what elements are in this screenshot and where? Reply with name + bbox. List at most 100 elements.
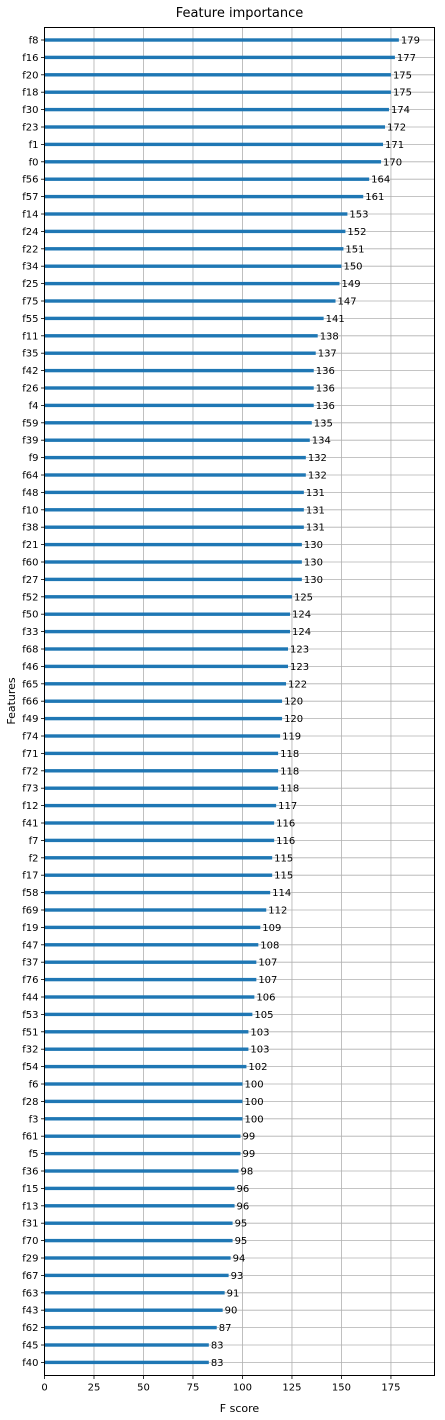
y-tick-label-f24: f24 <box>22 227 38 238</box>
data-label-f45: 83 <box>211 1341 224 1352</box>
bar-f2 <box>44 856 273 860</box>
bar-f60 <box>44 560 302 564</box>
data-label-f58: 114 <box>272 888 291 899</box>
data-label-f11: 138 <box>320 331 339 342</box>
bar-f67 <box>44 1273 229 1278</box>
data-label-f8: 179 <box>401 36 420 47</box>
data-label-f61: 99 <box>242 1132 255 1143</box>
data-label-f44: 106 <box>256 993 275 1004</box>
x-tick-label: 75 <box>187 1383 200 1394</box>
data-label-f68: 123 <box>290 645 309 656</box>
bar-f5 <box>44 1151 241 1156</box>
y-tick-label-f36: f36 <box>22 1167 38 1178</box>
data-label-f10: 131 <box>306 505 325 516</box>
bar-f38 <box>44 525 304 529</box>
bar-f35 <box>44 351 316 355</box>
bar-f50 <box>44 612 290 616</box>
x-axis-label: F score <box>220 1402 260 1415</box>
y-tick-label-f65: f65 <box>22 679 38 690</box>
data-label-f19: 109 <box>262 923 281 934</box>
data-label-f40: 83 <box>211 1358 224 1369</box>
bar-f25 <box>44 281 340 286</box>
x-tick-label: 150 <box>332 1383 351 1394</box>
bar-f45 <box>44 1343 209 1347</box>
data-label-f25: 149 <box>341 279 360 290</box>
bar-f46 <box>44 664 289 669</box>
bar-f23 <box>44 125 386 129</box>
bar-f42 <box>44 368 314 373</box>
bar-f20 <box>44 73 391 77</box>
data-label-f60: 130 <box>304 558 323 569</box>
data-label-f57: 161 <box>365 192 384 203</box>
bar-f24 <box>44 229 346 234</box>
data-label-f4: 136 <box>316 401 335 412</box>
data-label-f30: 174 <box>391 105 410 116</box>
data-label-f31: 95 <box>235 1219 248 1230</box>
y-tick-label-f41: f41 <box>22 819 38 830</box>
bar-f0 <box>44 160 382 164</box>
y-tick-label-f2: f2 <box>29 853 39 864</box>
y-tick-label-f71: f71 <box>22 749 38 760</box>
data-label-f72: 118 <box>280 766 299 777</box>
bar-f62 <box>44 1325 217 1330</box>
data-label-f42: 136 <box>316 366 335 377</box>
y-tick-label-f61: f61 <box>22 1132 38 1143</box>
data-label-f9: 132 <box>308 453 327 464</box>
y-tick-label-f13: f13 <box>22 1201 38 1212</box>
y-axis-label: Features <box>5 677 18 725</box>
bar-f56 <box>44 177 370 181</box>
data-label-f15: 96 <box>237 1184 250 1195</box>
data-label-f41: 116 <box>276 819 295 830</box>
y-tick-label-f35: f35 <box>22 349 38 360</box>
data-label-f36: 98 <box>241 1167 254 1178</box>
x-tick-label: 0 <box>41 1383 47 1394</box>
y-tick-label-f12: f12 <box>22 801 38 812</box>
bar-f44 <box>44 995 255 999</box>
bar-f43 <box>44 1308 223 1312</box>
y-tick-label-f45: f45 <box>22 1341 38 1352</box>
bar-f59 <box>44 421 312 425</box>
bar-f66 <box>44 699 283 703</box>
bar-f19 <box>44 925 261 930</box>
y-tick-label-f10: f10 <box>22 505 38 516</box>
y-tick-label-f3: f3 <box>29 1114 39 1125</box>
bar-f13 <box>44 1204 235 1208</box>
bar-f40 <box>44 1360 209 1365</box>
data-label-f56: 164 <box>371 175 390 186</box>
y-tick-label-f56: f56 <box>22 175 38 186</box>
data-label-f16: 177 <box>397 53 416 64</box>
bar-f31 <box>44 1221 233 1225</box>
bar-f3 <box>44 1117 243 1121</box>
bar-f55 <box>44 316 324 321</box>
y-tick-label-f19: f19 <box>22 923 38 934</box>
y-tick-label-f33: f33 <box>22 627 38 638</box>
bar-f70 <box>44 1238 233 1243</box>
bar-f52 <box>44 595 292 599</box>
bar-f7 <box>44 838 275 843</box>
y-tick-label-f9: f9 <box>29 453 39 464</box>
bar-f41 <box>44 821 275 825</box>
data-label-f69: 112 <box>268 906 287 917</box>
y-tick-label-f54: f54 <box>22 1062 38 1073</box>
y-tick-label-f62: f62 <box>22 1323 38 1334</box>
bar-f71 <box>44 751 279 756</box>
data-label-f13: 96 <box>237 1201 250 1212</box>
bar-f73 <box>44 786 279 790</box>
bar-f75 <box>44 299 336 303</box>
data-label-f23: 172 <box>387 123 406 134</box>
data-label-f14: 153 <box>349 210 368 221</box>
y-tick-label-f68: f68 <box>22 645 38 656</box>
y-tick-label-f70: f70 <box>22 1236 38 1247</box>
data-label-f48: 131 <box>306 488 325 499</box>
data-label-f65: 122 <box>288 679 307 690</box>
data-label-f35: 137 <box>318 349 337 360</box>
bar-f61 <box>44 1134 241 1138</box>
y-tick-label-f66: f66 <box>22 697 38 708</box>
bar-f30 <box>44 107 389 112</box>
y-tick-label-f43: f43 <box>22 1306 38 1317</box>
bar-f57 <box>44 194 364 199</box>
y-tick-label-f30: f30 <box>22 105 38 116</box>
plot-frame <box>44 27 435 1376</box>
bar-f64 <box>44 473 306 477</box>
data-label-f63: 91 <box>227 1288 240 1299</box>
